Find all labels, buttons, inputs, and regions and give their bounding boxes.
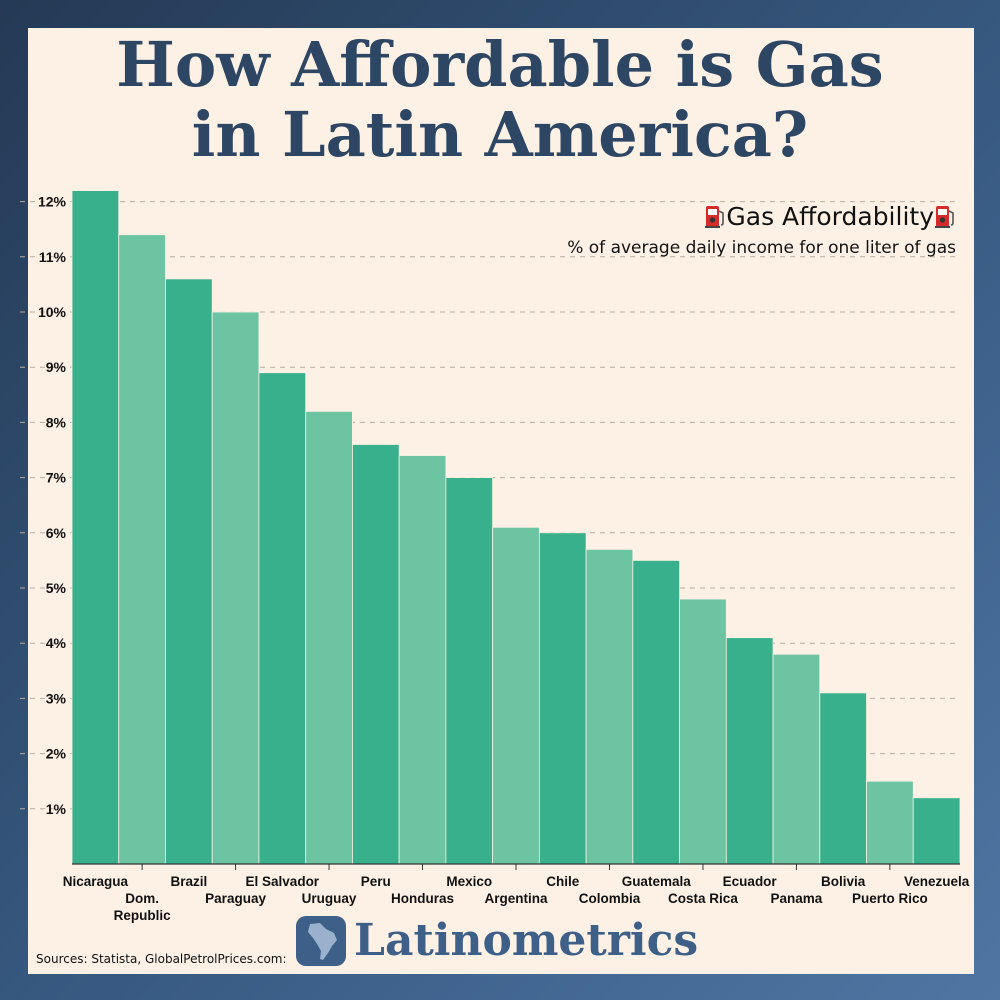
bar bbox=[632, 560, 680, 865]
bar bbox=[819, 692, 867, 865]
x-tick-label: Paraguay bbox=[205, 891, 266, 906]
x-tick-label: Panama bbox=[771, 891, 823, 906]
legend-subtitle: % of average daily income for one liter … bbox=[567, 238, 956, 258]
bar bbox=[258, 372, 307, 865]
bar bbox=[305, 410, 353, 865]
bar bbox=[725, 637, 774, 865]
x-tick-label: Peru bbox=[361, 874, 391, 889]
x-tick-label: Nicaragua bbox=[63, 874, 129, 889]
x-tick-label: Guatemala bbox=[622, 874, 692, 889]
x-tick-label: Argentina bbox=[484, 891, 547, 906]
latin-america-map-icon bbox=[296, 916, 346, 966]
brand-logo: Latinometrics bbox=[296, 916, 698, 966]
y-tick-label: 7% bbox=[46, 470, 67, 486]
sources-note: Sources: Statista, GlobalPetrolPrices.co… bbox=[36, 952, 287, 966]
x-tick-label: Ecuador bbox=[723, 874, 778, 889]
bar bbox=[445, 477, 494, 865]
x-tick-label: El Salvador bbox=[246, 874, 320, 889]
y-tick-label: 3% bbox=[46, 690, 67, 706]
y-tick-label: 9% bbox=[46, 359, 67, 375]
y-tick-label: 5% bbox=[46, 580, 67, 596]
legend-box: Gas Affordability % of average daily inc… bbox=[567, 202, 956, 260]
y-tick-label: 8% bbox=[46, 414, 67, 430]
x-tick-label: Brazil bbox=[170, 874, 207, 889]
x-tick-label: Colombia bbox=[579, 891, 641, 906]
legend-title: Gas Affordability bbox=[726, 202, 934, 231]
title-line-2: in Latin America? bbox=[191, 98, 809, 171]
x-tick-label: Republic bbox=[114, 908, 171, 923]
fuel-pump-icon bbox=[935, 206, 954, 228]
bar bbox=[679, 598, 727, 865]
x-tick-label: Bolivia bbox=[821, 874, 866, 889]
chart-title: How Affordable is Gas in Latin America? bbox=[0, 30, 1000, 170]
bar bbox=[165, 278, 213, 865]
bar bbox=[71, 190, 120, 865]
bar bbox=[118, 234, 166, 865]
y-tick-label: 11% bbox=[39, 249, 67, 265]
x-tick-label: Puerto Rico bbox=[852, 891, 928, 906]
x-tick-label: Costa Rica bbox=[668, 891, 738, 906]
y-tick-label: 6% bbox=[46, 525, 67, 541]
y-tick-label: 2% bbox=[46, 746, 67, 762]
x-tick-label: Mexico bbox=[446, 874, 492, 889]
x-tick-label: Venezuela bbox=[904, 874, 970, 889]
y-tick-label: 10% bbox=[38, 304, 67, 320]
x-tick-label: Chile bbox=[546, 874, 579, 889]
bar bbox=[585, 548, 634, 865]
bar bbox=[492, 526, 540, 865]
y-tick-label: 12% bbox=[38, 194, 67, 210]
bar bbox=[912, 797, 961, 865]
y-tick-label: 1% bbox=[46, 801, 67, 817]
bar bbox=[538, 532, 587, 865]
brand-name: Latinometrics bbox=[354, 915, 699, 966]
bar bbox=[352, 444, 400, 865]
x-tick-label: Honduras bbox=[391, 891, 454, 906]
bar bbox=[866, 780, 914, 865]
x-tick-label: Dom. bbox=[125, 891, 159, 906]
x-tick-label: Uruguay bbox=[302, 891, 357, 906]
bar bbox=[772, 653, 821, 865]
title-line-1: How Affordable is Gas bbox=[116, 28, 884, 101]
bar bbox=[398, 455, 447, 865]
bar bbox=[211, 311, 260, 865]
y-tick-label: 4% bbox=[46, 635, 67, 651]
fuel-pump-icon bbox=[705, 206, 725, 228]
